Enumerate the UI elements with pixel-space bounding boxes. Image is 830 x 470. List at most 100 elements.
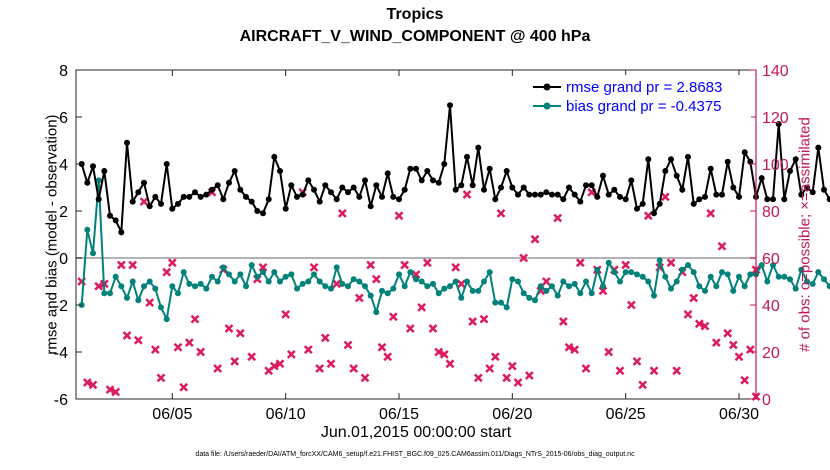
legend-bias-label: bias grand pr = -0.4375: [566, 98, 722, 115]
bias-point: [435, 290, 442, 297]
bias-point: [135, 297, 142, 304]
obs-assimilated-marker: [394, 211, 404, 221]
bias-point: [413, 276, 419, 283]
obs-assimilated-marker: [286, 349, 296, 359]
obs-assimilated-marker: [213, 364, 223, 373]
obs-assimilated-marker: [632, 357, 642, 366]
bias-point: [101, 290, 108, 297]
rmse-point: [651, 210, 657, 217]
rmse-point: [747, 158, 754, 165]
bias-point: [260, 269, 266, 276]
rmse-point: [146, 203, 153, 210]
bias-point: [611, 269, 618, 276]
rmse-point: [492, 196, 499, 203]
bias-point: [203, 285, 210, 292]
obs-assimilated-marker: [598, 286, 608, 296]
rmse-point: [475, 144, 482, 151]
rmse-point: [158, 200, 164, 207]
rmse-point: [254, 208, 261, 214]
bias-point: [639, 273, 646, 280]
y-left-tick-label: 0: [59, 251, 68, 268]
bias-point: [543, 287, 550, 294]
bias-point: [492, 299, 499, 306]
bias-point: [588, 290, 595, 297]
obs-assimilated-marker: [343, 340, 353, 350]
rmse-point: [345, 189, 351, 196]
rmse-point: [617, 193, 623, 200]
bias-point: [594, 266, 601, 273]
rmse-point: [679, 186, 686, 193]
bias-point: [571, 280, 578, 287]
rmse-point: [435, 179, 442, 186]
rmse-point: [605, 191, 612, 198]
bias-point: [668, 285, 674, 292]
rmse-point: [481, 186, 487, 193]
obs-assimilated-marker: [496, 208, 506, 218]
rmse-point: [554, 191, 561, 198]
bias-point: [600, 283, 606, 290]
bias-point: [209, 273, 215, 280]
obs-assimilated-marker: [615, 366, 625, 376]
rmse-point: [571, 191, 578, 198]
bias-point: [277, 278, 283, 285]
bias-point: [152, 285, 159, 292]
y-right-tick-label: 60: [762, 251, 780, 268]
legend-rmse-marker: [543, 83, 551, 91]
rmse-point: [775, 121, 782, 127]
rmse-point: [798, 191, 805, 198]
y-left-tick-label: -6: [54, 392, 68, 409]
bias-point: [158, 304, 164, 311]
obs-assimilated-marker: [581, 364, 591, 373]
bias-point: [418, 278, 425, 285]
obs-assimilated-marker: [105, 385, 115, 394]
obs-assimilated-marker: [190, 314, 200, 324]
bias-point: [84, 226, 91, 233]
bias-point: [503, 304, 510, 311]
bias-point: [724, 271, 731, 278]
bias-point: [146, 278, 153, 285]
bias-point: [452, 278, 459, 285]
obs-assimilated-marker: [564, 342, 574, 352]
rmse-point: [163, 161, 170, 167]
rmse-point: [719, 191, 725, 198]
obs-assimilated-marker: [689, 293, 699, 303]
bias-point: [707, 273, 714, 280]
bias-point: [815, 269, 822, 276]
obs-assimilated-marker: [711, 338, 721, 347]
rmse-point: [282, 205, 289, 212]
bias-point: [458, 294, 465, 301]
obs-assimilated-marker: [405, 324, 415, 333]
rmse-point: [503, 168, 510, 174]
bias-point: [379, 287, 385, 294]
bias-point: [560, 278, 567, 285]
bias-point: [220, 264, 227, 271]
bias-point: [622, 269, 629, 276]
obs-assimilated-marker: [383, 352, 393, 362]
y-right-tick-label: 120: [762, 110, 789, 127]
y-left-tick-label: 2: [59, 204, 68, 221]
obs-assimilated-marker: [349, 364, 359, 373]
bias-point: [673, 278, 680, 285]
bias-point: [197, 280, 204, 287]
bias-point: [798, 266, 805, 273]
bias-point: [328, 285, 334, 292]
obs-assimilated-marker: [638, 380, 648, 390]
bias-point: [265, 278, 272, 285]
obs-assimilated-marker: [519, 253, 529, 263]
rmse-point: [112, 217, 119, 224]
obs-assimilated-marker: [428, 324, 438, 333]
bias-point: [345, 283, 351, 290]
bias-point: [390, 285, 397, 292]
obs-assimilated-marker: [162, 267, 172, 277]
rmse-point: [356, 193, 363, 200]
rmse-point: [447, 102, 453, 109]
rmse-point: [101, 168, 108, 174]
obs-assimilated-marker: [179, 382, 189, 392]
bias-point: [214, 278, 221, 285]
rmse-point: [322, 182, 329, 189]
bias-point: [662, 273, 669, 280]
bias-point: [713, 283, 720, 290]
obs-assimilated-marker: [462, 190, 472, 199]
bias-point: [373, 309, 380, 316]
